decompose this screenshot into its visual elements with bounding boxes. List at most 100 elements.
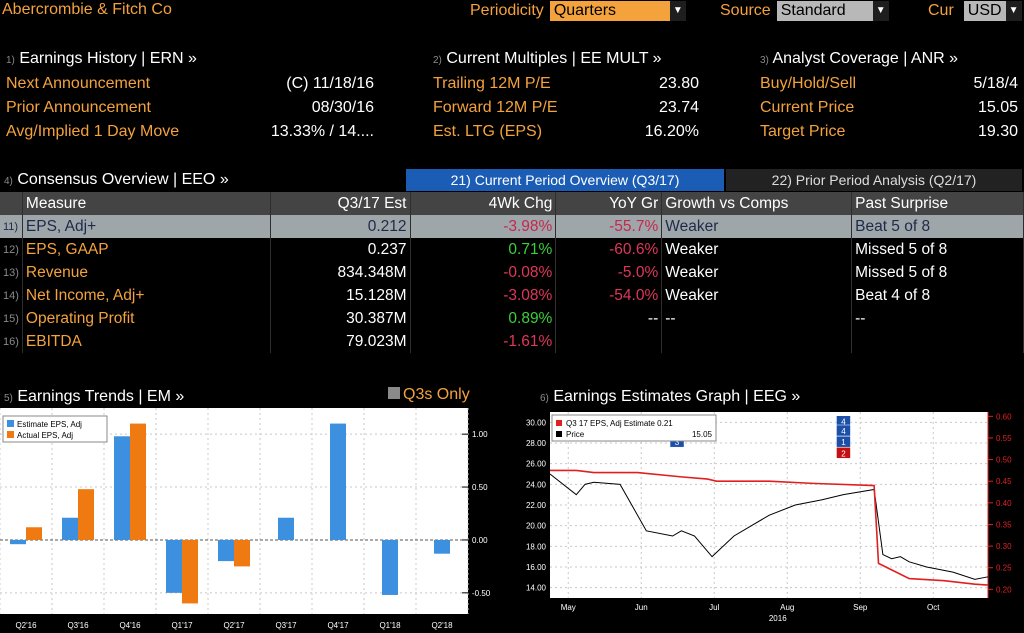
bar xyxy=(78,489,94,540)
periodicity-dropdown[interactable]: Quarters xyxy=(549,1,670,21)
legend-label: Actual EPS, Adj xyxy=(17,431,73,440)
table-cell-num: 15) xyxy=(0,307,23,330)
y-tick-label: 24.00 xyxy=(526,480,547,489)
chevron-down-icon[interactable]: ▼ xyxy=(669,1,686,21)
source-control: Source Standard ▼ xyxy=(720,1,889,21)
consensus-header[interactable]: 4) Consensus Overview | EEO » xyxy=(4,171,229,188)
table-cell-comps: Weaker xyxy=(661,238,853,261)
table-row[interactable]: 13) Revenue 834.348M -0.08% -5.0% Weaker Misse… xyxy=(0,261,1024,284)
source-dropdown[interactable]: Standard xyxy=(776,1,873,21)
bar xyxy=(434,539,450,554)
list-item: Buy/Hold/Sell 5/18/4 xyxy=(760,75,1018,92)
current-multiples-rows: Trailing 12M P/E 23.80 Forward 12M P/E 23.… xyxy=(433,72,699,144)
earnings-history-header[interactable]: 1) Earnings History | ERN » xyxy=(6,50,197,67)
list-item: Trailing 12M P/E 23.80 xyxy=(433,75,699,92)
y-tick-label: 0.45 xyxy=(996,477,1012,486)
estimates-graph-header[interactable]: 6) Earnings Estimates Graph | EEG » xyxy=(540,388,801,405)
table-header-row: Measure Q3/17 Est 4Wk Chg YoY Gr Growth … xyxy=(0,192,1024,215)
y-tick-label: 30.00 xyxy=(526,418,547,427)
col-header[interactable]: Q3/17 Est xyxy=(270,192,411,215)
periodicity-control: Periodicity Quarters ▼ xyxy=(470,1,686,21)
q3-only-toggle[interactable]: Q3s Only xyxy=(388,386,470,404)
table-cell-chg: -3.98% xyxy=(410,215,557,238)
table-cell-chg: -1.61% xyxy=(410,330,557,353)
table-row[interactable]: 14) Net Income, Adj+ 15.128M -3.08% -54.0% We… xyxy=(0,284,1024,307)
legend-value: 15.05 xyxy=(692,430,713,439)
table-row[interactable]: 11) EPS, Adj+ 0.212 -3.98% -55.7% Weaker Beat … xyxy=(0,215,1024,238)
table-cell-num: 12) xyxy=(0,238,23,261)
y-tick-label: 0.20 xyxy=(996,585,1012,594)
table-cell-est: 834.348M xyxy=(270,261,411,284)
bar xyxy=(218,539,234,562)
x-tick-label: Q3'16 xyxy=(67,621,89,630)
bar xyxy=(182,539,198,604)
tab-prior-period[interactable]: 22) Prior Period Analysis (Q2/17) xyxy=(726,169,1022,191)
list-item: Avg/Implied 1 Day Move 13.33% / 14.... xyxy=(6,123,374,140)
col-header[interactable]: 4Wk Chg xyxy=(410,192,557,215)
y-tick-label: 0.50 xyxy=(996,456,1012,465)
legend-swatch xyxy=(7,420,14,427)
table-row[interactable]: 16) EBITDA 79.023M -1.61% xyxy=(0,330,1024,353)
table-cell-yoy xyxy=(555,330,663,353)
table-cell-surprise: -- xyxy=(851,307,1024,330)
y-tick-label: 20.00 xyxy=(526,522,547,531)
currency-dropdown[interactable]: USD xyxy=(963,1,1006,21)
col-header[interactable]: Measure xyxy=(22,192,271,215)
table-cell-est: 0.212 xyxy=(270,215,411,238)
y-tick-label: 22.00 xyxy=(526,501,547,510)
bar xyxy=(278,517,294,540)
bar xyxy=(130,423,146,540)
analyst-coverage-header[interactable]: 3) Analyst Coverage | ANR » xyxy=(760,50,959,67)
table-cell-num: 11) xyxy=(0,215,23,238)
table-cell-comps: Weaker xyxy=(661,215,853,238)
x-tick-label: Q2'16 xyxy=(15,621,37,630)
table-cell-yoy: -5.0% xyxy=(555,261,663,284)
table-cell-est: 79.023M xyxy=(270,330,411,353)
table-cell-yoy: -60.6% xyxy=(555,238,663,261)
legend-box xyxy=(2,415,108,443)
x-tick-label: Sep xyxy=(853,603,868,612)
table-cell-measure: Net Income, Adj+ xyxy=(22,284,271,307)
col-header[interactable]: YoY Gr xyxy=(555,192,663,215)
source-label: Source xyxy=(720,2,771,19)
x-tick-label: Q4'17 xyxy=(327,621,349,630)
earnings-trends-header[interactable]: 5) Earnings Trends | EM » xyxy=(4,388,185,405)
table-cell-chg: 0.71% xyxy=(410,238,557,261)
table-cell-comps: Weaker xyxy=(661,261,853,284)
chart-legend: Q3 17 EPS, Adj Estimate 0.21 Price 15.05 xyxy=(551,414,717,442)
list-item: Next Announcement (C) 11/18/16 xyxy=(6,75,374,92)
x-tick-label: Q4'16 xyxy=(119,621,141,630)
series-line xyxy=(550,469,989,586)
y-tick-label: 1.00 xyxy=(472,430,488,439)
table-cell-comps xyxy=(661,330,853,353)
table-cell-est: 15.128M xyxy=(270,284,411,307)
revision-marker-label: 4 xyxy=(841,427,846,436)
consensus-table-wrap: Measure Q3/17 Est 4Wk Chg YoY Gr Growth … xyxy=(0,192,1024,353)
col-header[interactable]: Past Surprise xyxy=(851,192,1024,215)
analyst-coverage-rows: Buy/Hold/Sell 5/18/4 Current Price 15.05 T… xyxy=(760,72,1018,144)
y-tick-label: 0.00 xyxy=(472,536,488,545)
y-tick-label: 0.60 xyxy=(996,412,1012,421)
table-row[interactable]: 12) EPS, GAAP 0.237 0.71% -60.6% Weaker Missed… xyxy=(0,238,1024,261)
col-header[interactable]: Growth vs Comps xyxy=(661,192,853,215)
current-multiples-header[interactable]: 2) Current Multiples | EE MULT » xyxy=(433,50,662,67)
table-cell-comps: -- xyxy=(661,307,853,330)
x-tick-label: Q2'18 xyxy=(431,621,453,630)
checkbox-icon[interactable] xyxy=(388,387,400,399)
list-item: Prior Announcement 08/30/16 xyxy=(6,99,374,116)
table-cell-surprise xyxy=(851,330,1024,353)
bar xyxy=(330,423,346,540)
chevron-down-icon[interactable]: ▼ xyxy=(872,1,889,21)
chevron-down-icon[interactable]: ▼ xyxy=(1005,1,1022,21)
list-item: Forward 12M P/E 23.74 xyxy=(433,99,699,116)
tab-current-period[interactable]: 21) Current Period Overview (Q3/17) xyxy=(406,169,724,191)
legend-swatch xyxy=(556,420,562,426)
table-cell-comps: Weaker xyxy=(661,284,853,307)
table-cell-surprise: Missed 5 of 8 xyxy=(851,238,1024,261)
table-cell-num: 16) xyxy=(0,330,23,353)
table-row[interactable]: 15) Operating Profit 30.387M 0.89% -- -- -- xyxy=(0,307,1024,330)
x-tick-label: Oct xyxy=(927,603,940,612)
x-tick-label: Jul xyxy=(709,603,719,612)
revision-marker-label: 1 xyxy=(841,438,846,447)
y-tick-label: 28.00 xyxy=(526,439,547,448)
